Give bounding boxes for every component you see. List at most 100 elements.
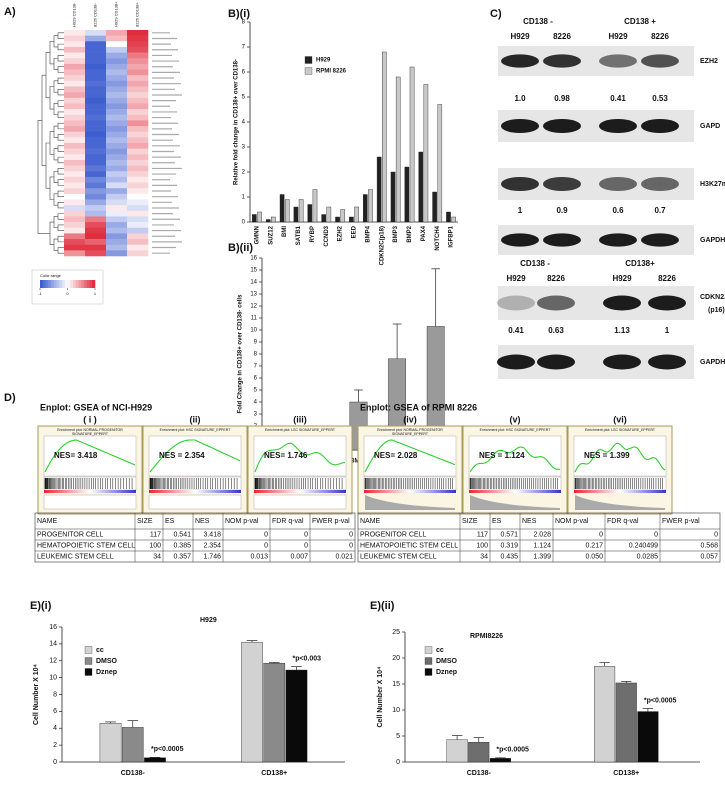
y-tick-label: 12 [250, 304, 257, 310]
bar [326, 206, 332, 223]
x-tick-label: BMP2 [407, 225, 413, 242]
heatmap-cell [106, 41, 128, 48]
panel-label: A) [4, 6, 16, 18]
blot-band [648, 295, 686, 311]
gsea-panel-label: ( i ) [83, 414, 97, 424]
column-label: H929 CD138- [72, 2, 77, 27]
heatmap-cell [127, 143, 149, 149]
heatmap-cell [106, 52, 128, 59]
heatmap-cell [64, 97, 86, 104]
bar [432, 191, 437, 223]
legend-label: cc [436, 647, 444, 654]
gsea-panel-label: (vi) [613, 414, 627, 424]
gsea-metric-frame [43, 494, 137, 510]
bar [404, 166, 410, 223]
bar [363, 194, 368, 223]
bar [241, 641, 263, 763]
table-cell: 0.050 [585, 553, 603, 560]
y-tick-label: 16 [250, 256, 257, 262]
x-tick-label: SUZ12 [268, 225, 274, 244]
y-tick-label: 15 [250, 268, 257, 274]
heatmap-cell [64, 216, 86, 223]
table-header: FDR q-val [272, 518, 304, 525]
heatmap-cell [127, 159, 149, 166]
heatmap-cell [106, 120, 128, 127]
dendrogram [49, 176, 54, 200]
heatmap-cell [64, 165, 86, 172]
heatmap-cell [85, 52, 107, 59]
heatmap-cell [64, 109, 86, 116]
heatmap-cell [127, 30, 149, 36]
gsea-curve [574, 442, 666, 473]
x-tick-label: CDKN2C(p18) [379, 226, 385, 265]
heatmap-cell [64, 52, 86, 59]
blot-band [641, 176, 679, 192]
blot-band [501, 54, 539, 68]
heatmap-cell [127, 86, 149, 93]
table-header: NES [195, 518, 210, 525]
gsea-title: Enplot: GSEA of NCI-H929 [40, 402, 152, 412]
y-tick-label: 8 [53, 691, 57, 698]
blot-band [497, 295, 535, 311]
heatmap-cell [127, 114, 149, 121]
dendrogram [57, 145, 64, 152]
heatmap-cell [85, 80, 107, 87]
legend-label: H929 [316, 58, 331, 64]
table-cell: 2.354 [203, 542, 221, 549]
key-swatch [89, 280, 93, 288]
heatmap-cell [64, 35, 86, 42]
table-cell: LEUKEMIC STEM CELL [37, 553, 114, 560]
table-cell: 1.746 [203, 553, 221, 560]
heatmap-cell [106, 46, 128, 53]
x-tick-label: CD138- [121, 770, 146, 777]
heatmap-cell [106, 103, 128, 110]
table-cell: 0 [714, 531, 718, 538]
bar [99, 722, 122, 763]
lane-label: 8226 [651, 32, 669, 41]
table-header: SIZE [137, 518, 153, 525]
blot-band [599, 233, 637, 247]
heatmap-cell [106, 188, 128, 195]
y-tick-label: 15 [392, 681, 400, 688]
heatmap-cell [106, 92, 128, 99]
heatmap-cell [64, 30, 86, 36]
heatmap-cell [85, 159, 107, 166]
table-cell: 117 [477, 531, 488, 538]
densitometry: 1 [665, 326, 670, 335]
blot-label: H3K27me3 [700, 181, 725, 188]
heatmap-cell [106, 159, 128, 166]
key-tick-label: 1 [94, 291, 97, 296]
heatmap-cell [85, 182, 107, 189]
y-tick-label: 11 [251, 316, 258, 322]
key-swatch [86, 280, 90, 288]
table-cell: 0 [349, 542, 353, 549]
table-cell: 0 [264, 542, 268, 549]
x-tick-label: BMI [282, 226, 288, 237]
dendrogram [49, 221, 54, 245]
gsea-rank-bar [44, 490, 136, 493]
lane-label: 8226 [658, 274, 676, 283]
heatmap-cell [127, 35, 149, 42]
bar [340, 209, 345, 223]
dendrogram [57, 55, 64, 62]
heatmap-cell [85, 233, 107, 240]
blot-band [543, 176, 581, 192]
dendrogram [53, 148, 58, 161]
heatmap-cell [85, 148, 107, 155]
heatmap-cell [64, 154, 86, 161]
table-header: NAME [37, 518, 58, 525]
gsea-plot-title: SIGNATURE_EPPERT [392, 432, 429, 436]
dendrogram [45, 52, 50, 99]
table-cell: 0.057 [700, 553, 718, 560]
heatmap-cell [64, 182, 86, 189]
heatmap-cell [64, 41, 86, 48]
table-cell: 0 [654, 531, 658, 538]
gsea-panel-label: (v) [510, 414, 521, 424]
y-tick-label: 6 [53, 708, 57, 715]
heatmap-cell [85, 137, 107, 144]
heatmap-cell [64, 103, 86, 110]
table-cell: HEMATOPOIETIC STEM CELL [37, 542, 135, 549]
panel-label: C) [490, 8, 502, 20]
y-tick-label: 2 [242, 170, 246, 176]
heatmap-cell [64, 75, 86, 82]
